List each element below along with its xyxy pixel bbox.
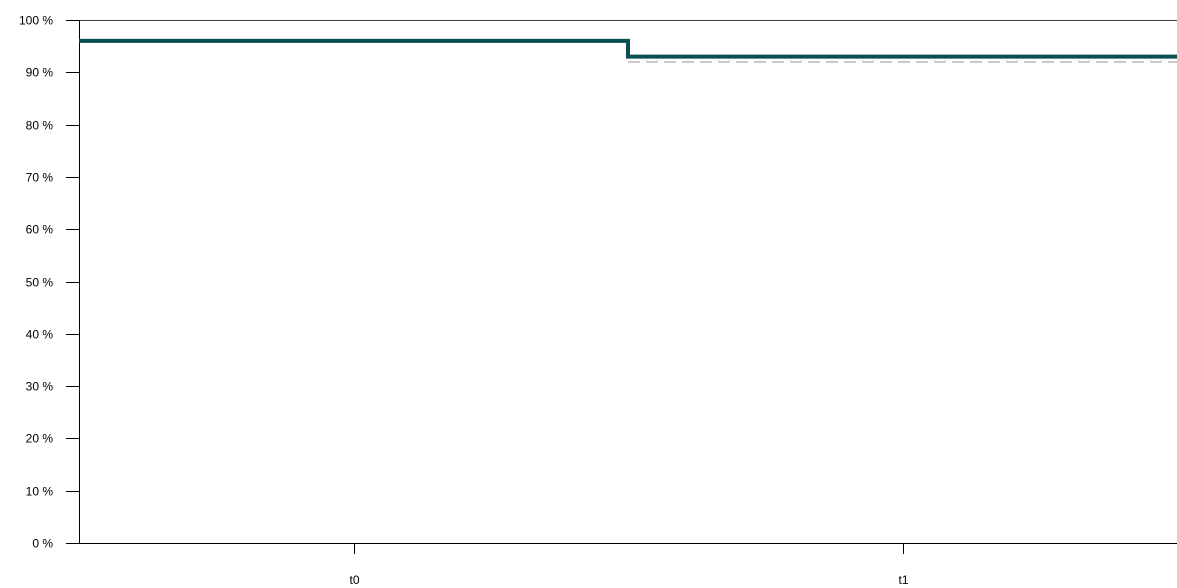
y-tick-label: 100 % [19,14,53,28]
y-axis: 0 % 10 % 20 % 30 % 40 % 50 % 60 % 70 % 80 % 90 % 1… [19,14,1177,551]
y-tick-label: 90 % [26,66,54,80]
x-tick-label: t0 [349,573,359,587]
y-tick-label: 30 % [26,380,54,394]
y-tick-label: 40 % [26,328,54,342]
y-tick-label: 0 % [32,537,53,551]
y-tick-label: 50 % [26,276,54,290]
x-tick-label: t1 [898,573,908,587]
y-tick-label: 60 % [26,223,54,237]
y-tick-label: 10 % [26,485,54,499]
y-tick-label: 80 % [26,119,54,133]
solid-series-line [79,38,1177,59]
y-tick-label: 70 % [26,171,54,185]
x-axis: t0 t1 [79,543,1177,587]
y-tick-label: 20 % [26,432,54,446]
series-layer [79,38,1177,63]
